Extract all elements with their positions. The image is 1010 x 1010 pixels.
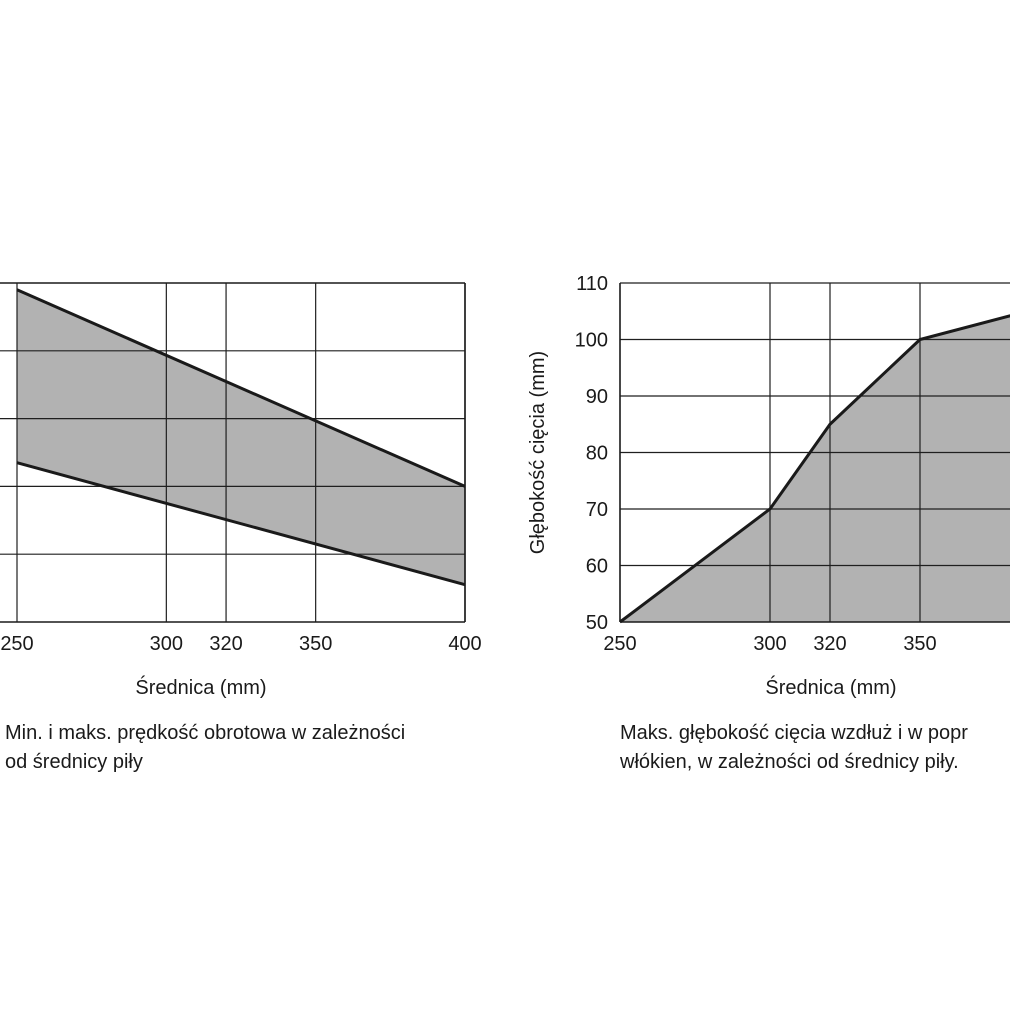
left-chart-x-tick-label: 320 bbox=[209, 633, 242, 655]
speed-band-area bbox=[17, 289, 465, 585]
left-chart-x-tick-label: 250 bbox=[0, 633, 33, 655]
right-chart-y-axis-title-text: Głębokość cięcia (mm) bbox=[527, 350, 550, 555]
left-chart-x-tick-label: 400 bbox=[448, 633, 481, 655]
cutting-depth-line bbox=[619, 314, 1010, 624]
left-caption-line-1: Min. i maks. prędkość obrotowa w zależno… bbox=[5, 722, 406, 744]
right-chart-y-tick-label: 90 bbox=[586, 386, 608, 408]
left-chart-x-tick-label: 300 bbox=[150, 633, 183, 655]
max-speed-line bbox=[16, 288, 466, 488]
right-chart-y-tick-label: 110 bbox=[576, 273, 608, 295]
right-chart-x-tick-label: 320 bbox=[813, 633, 846, 655]
min-speed-line bbox=[16, 461, 466, 587]
right-chart-y-tick-label: 80 bbox=[586, 443, 608, 465]
cutting-depth-area bbox=[620, 315, 1010, 622]
right-caption-line-2: włókien, w zależności od średnicy piły. bbox=[620, 751, 959, 773]
right-chart-x-tick-label: 350 bbox=[903, 633, 936, 655]
right-chart-x-tick-label: 250 bbox=[603, 633, 636, 655]
right-chart-y-axis-title: Głębokość cięcia (mm) bbox=[519, 283, 559, 622]
right-chart-y-tick-label: 70 bbox=[586, 499, 608, 521]
right-chart-y-tick-label: 50 bbox=[586, 612, 608, 634]
right-chart-y-tick-label: 100 bbox=[575, 330, 608, 352]
left-chart-x-axis-title: Średnica (mm) bbox=[135, 677, 267, 699]
right-chart-x-tick-label: 300 bbox=[753, 633, 786, 655]
right-chart-x-axis-title: Średnica (mm) bbox=[765, 677, 897, 699]
left-caption-line-2: od średnicy piły bbox=[5, 751, 143, 773]
left-chart-caption: Min. i maks. prędkość obrotowa w zależno… bbox=[5, 719, 565, 777]
right-caption-line-1: Maks. głębokość cięcia wzdłuż i w popr bbox=[620, 722, 968, 744]
right-chart-y-tick-label: 60 bbox=[586, 556, 608, 578]
right-chart-caption: Maks. głębokość cięcia wzdłuż i w popr w… bbox=[620, 719, 1010, 777]
left-chart-x-tick-label: 350 bbox=[299, 633, 332, 655]
